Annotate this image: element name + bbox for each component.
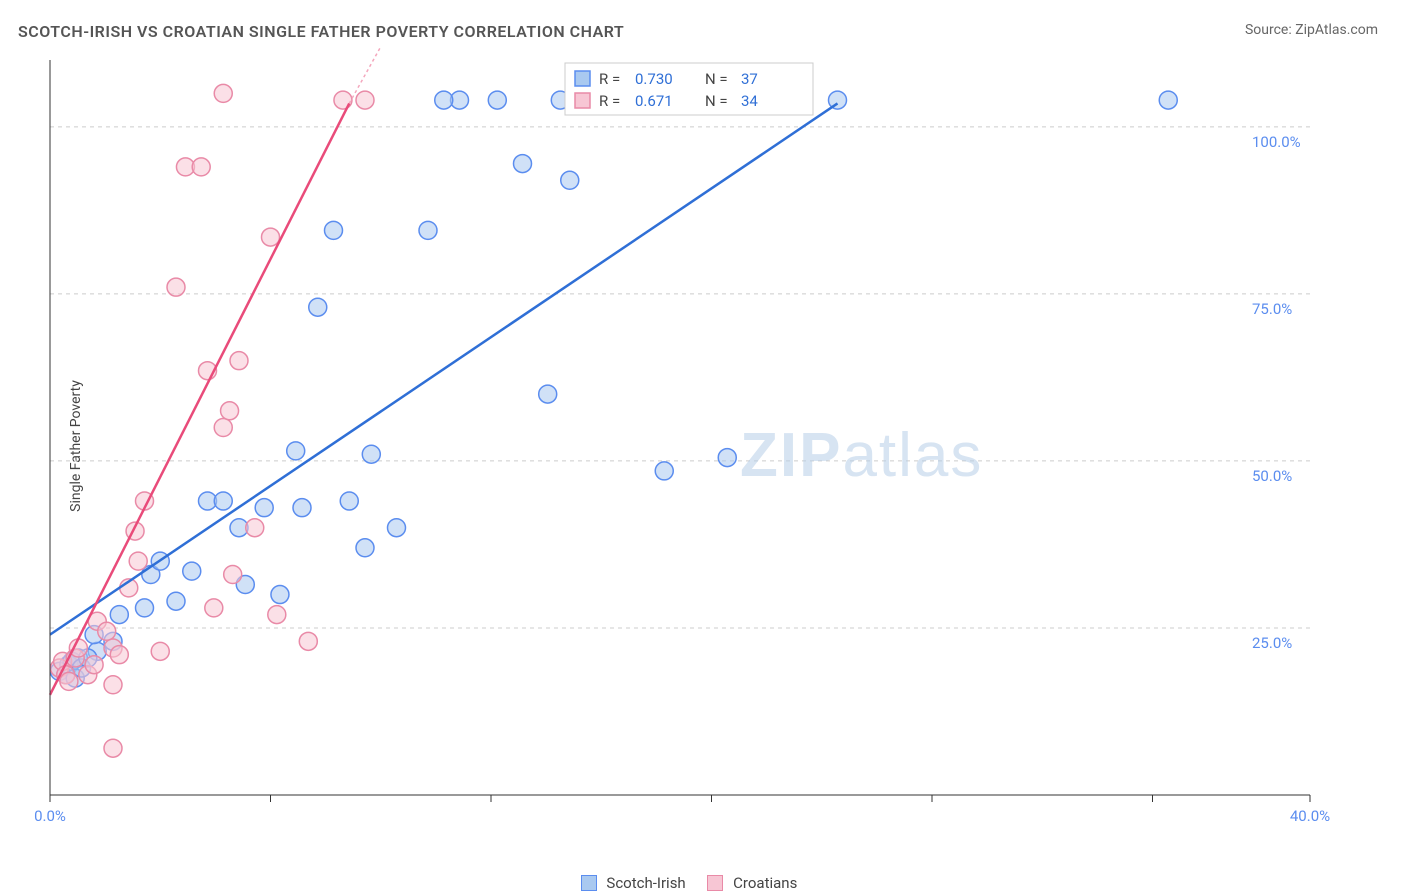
y-tick-label: 75.0%: [1252, 300, 1292, 318]
data-point: [129, 552, 147, 570]
data-point: [309, 298, 327, 316]
legend-swatch-croatians: [707, 875, 723, 891]
data-point: [104, 676, 122, 694]
legend-label-scotch-irish: Scotch-Irish: [606, 874, 685, 892]
data-point: [356, 91, 374, 109]
data-point: [214, 492, 232, 510]
data-point: [718, 449, 736, 467]
data-point: [224, 566, 242, 584]
data-point: [214, 419, 232, 437]
source-label: Source: ZipAtlas.com: [1245, 22, 1378, 38]
legend-swatch-pink: [575, 93, 590, 108]
data-point: [655, 462, 673, 480]
trend-line: [50, 103, 838, 634]
data-point: [214, 84, 232, 102]
plot-area: 0.0%40.0%25.0%50.0%75.0%100.0%R =0.730N …: [45, 55, 1315, 825]
data-point: [167, 592, 185, 610]
legend-n-value-blue: 37: [741, 70, 758, 88]
data-point: [1159, 91, 1177, 109]
data-point: [110, 646, 128, 664]
x-tick-label: 40.0%: [1290, 807, 1330, 825]
data-point: [340, 492, 358, 510]
legend-r-value-blue: 0.730: [635, 70, 673, 88]
data-point: [271, 586, 289, 604]
data-point: [136, 599, 154, 617]
data-point: [419, 221, 437, 239]
y-tick-label: 25.0%: [1252, 634, 1292, 652]
data-point: [183, 562, 201, 580]
data-point: [299, 632, 317, 650]
data-point: [167, 278, 185, 296]
legend-n-label: N =: [705, 92, 728, 110]
data-point: [561, 171, 579, 189]
data-point: [268, 606, 286, 624]
data-point: [488, 91, 506, 109]
bottom-legend: Scotch-Irish Croatians: [45, 874, 1315, 892]
legend-label-croatians: Croatians: [733, 874, 797, 892]
y-tick-label: 50.0%: [1252, 467, 1292, 485]
data-point: [246, 519, 264, 537]
data-point: [325, 221, 343, 239]
plot-svg: 0.0%40.0%25.0%50.0%75.0%100.0%R =0.730N …: [45, 55, 1315, 825]
watermark: ZIPatlas: [740, 420, 983, 491]
data-point: [60, 672, 78, 690]
data-point: [205, 599, 223, 617]
legend-n-label: N =: [705, 70, 728, 88]
trend-line: [50, 103, 349, 694]
data-point: [192, 158, 210, 176]
legend-swatch-scotch-irish: [581, 875, 597, 891]
data-point: [334, 91, 352, 109]
data-point: [539, 385, 557, 403]
data-point: [362, 445, 380, 463]
data-point: [356, 539, 374, 557]
data-point: [388, 519, 406, 537]
legend-r-label: R =: [599, 70, 620, 88]
data-point: [110, 606, 128, 624]
data-point: [514, 155, 532, 173]
data-point: [255, 499, 273, 517]
data-point: [221, 402, 239, 420]
data-point: [435, 91, 453, 109]
data-point: [85, 656, 103, 674]
data-point: [293, 499, 311, 517]
legend-r-label: R =: [599, 92, 620, 110]
data-point: [98, 622, 116, 640]
data-point: [287, 442, 305, 460]
chart-title: SCOTCH-IRISH VS CROATIAN SINGLE FATHER P…: [18, 22, 624, 41]
data-point: [151, 642, 169, 660]
legend-n-value-pink: 34: [741, 92, 758, 110]
y-tick-label: 100.0%: [1252, 133, 1301, 151]
data-point: [230, 352, 248, 370]
data-point: [104, 739, 122, 757]
data-point: [69, 639, 87, 657]
x-tick-label: 0.0%: [34, 807, 66, 825]
legend-r-value-pink: 0.671: [635, 92, 673, 110]
data-point: [262, 228, 280, 246]
legend-swatch-blue: [575, 71, 590, 86]
